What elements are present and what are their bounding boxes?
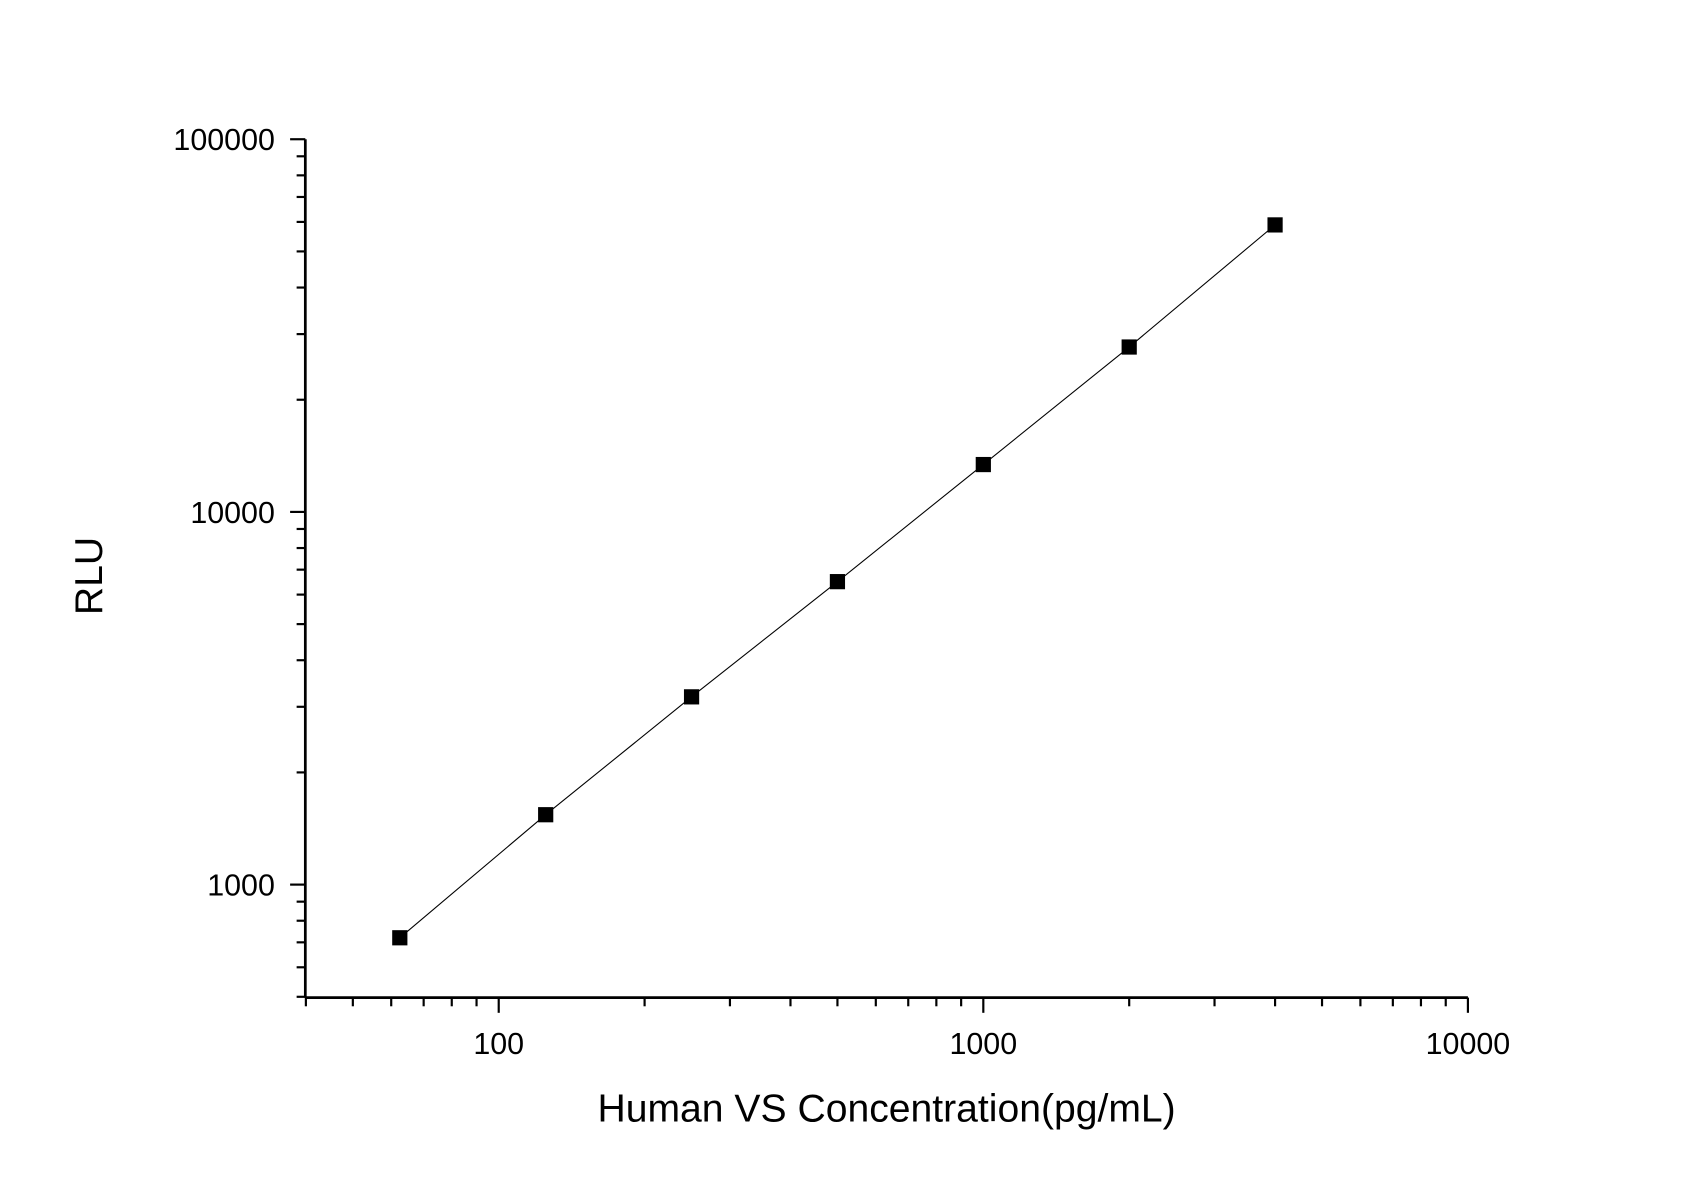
data-point (1121, 339, 1137, 355)
data-point (683, 689, 700, 705)
x-tick-label: 10000 (1426, 1027, 1511, 1061)
data-point (975, 456, 991, 473)
y-tick-label: 10000 (190, 496, 275, 530)
x-axis-label: Human VS Concentration(pg/mL) (597, 1087, 1175, 1130)
y-axis-label: RLU (68, 537, 111, 615)
x-tick-label: 1000 (949, 1027, 1017, 1061)
y-tick-label: 1000 (207, 868, 275, 902)
y-tick-label: 100000 (173, 123, 274, 157)
x-tick-label: 100 (473, 1027, 524, 1061)
data-point (392, 930, 408, 946)
series (392, 217, 1283, 946)
data-point (829, 574, 846, 590)
ticks: 100 1000 10000 1000 10000 100000 (173, 123, 1510, 1061)
data-point (1267, 217, 1283, 233)
axes (303, 139, 1468, 999)
data-point (538, 807, 554, 823)
